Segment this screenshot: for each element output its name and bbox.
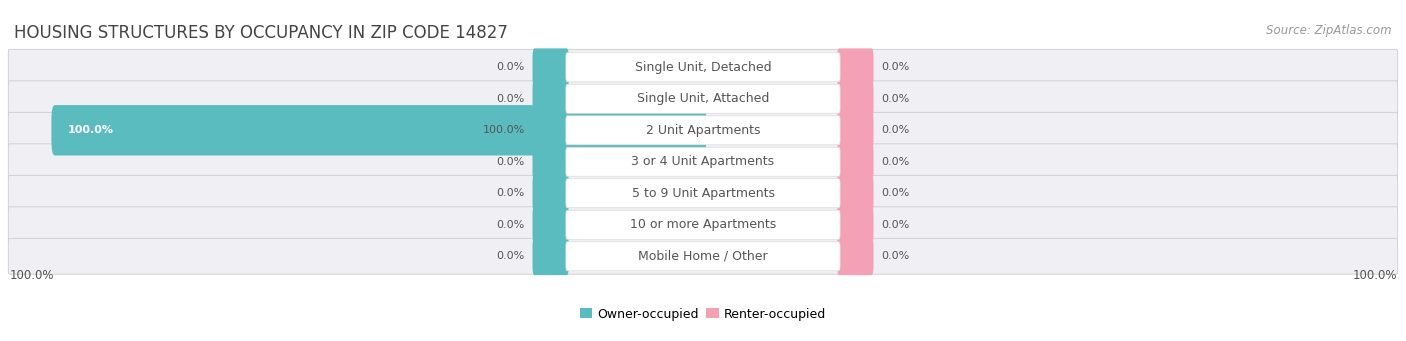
FancyBboxPatch shape bbox=[533, 206, 569, 244]
FancyBboxPatch shape bbox=[837, 237, 873, 275]
FancyBboxPatch shape bbox=[565, 210, 841, 239]
Text: Mobile Home / Other: Mobile Home / Other bbox=[638, 250, 768, 263]
FancyBboxPatch shape bbox=[565, 53, 841, 82]
FancyBboxPatch shape bbox=[837, 48, 873, 86]
FancyBboxPatch shape bbox=[533, 237, 569, 275]
Text: 0.0%: 0.0% bbox=[496, 251, 524, 261]
Text: 100.0%: 100.0% bbox=[482, 125, 524, 135]
FancyBboxPatch shape bbox=[837, 206, 873, 244]
FancyBboxPatch shape bbox=[533, 174, 569, 212]
Text: 10 or more Apartments: 10 or more Apartments bbox=[630, 218, 776, 231]
Text: 100.0%: 100.0% bbox=[10, 269, 53, 282]
FancyBboxPatch shape bbox=[837, 112, 873, 149]
Text: 5 to 9 Unit Apartments: 5 to 9 Unit Apartments bbox=[631, 187, 775, 200]
Text: 100.0%: 100.0% bbox=[1353, 269, 1396, 282]
FancyBboxPatch shape bbox=[565, 84, 841, 113]
FancyBboxPatch shape bbox=[8, 175, 1398, 211]
Text: 0.0%: 0.0% bbox=[882, 220, 910, 230]
Text: 0.0%: 0.0% bbox=[882, 157, 910, 167]
FancyBboxPatch shape bbox=[8, 238, 1398, 274]
FancyBboxPatch shape bbox=[533, 48, 569, 86]
Text: 0.0%: 0.0% bbox=[496, 157, 524, 167]
FancyBboxPatch shape bbox=[837, 80, 873, 118]
Text: 0.0%: 0.0% bbox=[882, 62, 910, 72]
FancyBboxPatch shape bbox=[837, 143, 873, 181]
Text: 0.0%: 0.0% bbox=[496, 62, 524, 72]
FancyBboxPatch shape bbox=[565, 242, 841, 271]
FancyBboxPatch shape bbox=[8, 112, 1398, 148]
Text: 0.0%: 0.0% bbox=[882, 94, 910, 104]
Text: 0.0%: 0.0% bbox=[496, 188, 524, 198]
Legend: Owner-occupied, Renter-occupied: Owner-occupied, Renter-occupied bbox=[575, 302, 831, 326]
FancyBboxPatch shape bbox=[565, 147, 841, 176]
Text: 0.0%: 0.0% bbox=[882, 125, 910, 135]
Text: Single Unit, Detached: Single Unit, Detached bbox=[634, 61, 772, 74]
Text: HOUSING STRUCTURES BY OCCUPANCY IN ZIP CODE 14827: HOUSING STRUCTURES BY OCCUPANCY IN ZIP C… bbox=[14, 24, 508, 42]
FancyBboxPatch shape bbox=[837, 174, 873, 212]
Text: 0.0%: 0.0% bbox=[496, 220, 524, 230]
FancyBboxPatch shape bbox=[8, 207, 1398, 243]
Text: 2 Unit Apartments: 2 Unit Apartments bbox=[645, 124, 761, 137]
Text: Single Unit, Attached: Single Unit, Attached bbox=[637, 92, 769, 105]
FancyBboxPatch shape bbox=[8, 144, 1398, 180]
Text: 0.0%: 0.0% bbox=[882, 251, 910, 261]
Text: 0.0%: 0.0% bbox=[882, 188, 910, 198]
FancyBboxPatch shape bbox=[565, 116, 841, 145]
FancyBboxPatch shape bbox=[565, 179, 841, 208]
Text: 0.0%: 0.0% bbox=[496, 94, 524, 104]
Text: 100.0%: 100.0% bbox=[67, 125, 114, 135]
Text: 3 or 4 Unit Apartments: 3 or 4 Unit Apartments bbox=[631, 155, 775, 168]
FancyBboxPatch shape bbox=[8, 49, 1398, 85]
FancyBboxPatch shape bbox=[533, 80, 569, 118]
Text: Source: ZipAtlas.com: Source: ZipAtlas.com bbox=[1267, 24, 1392, 37]
FancyBboxPatch shape bbox=[52, 105, 706, 155]
FancyBboxPatch shape bbox=[533, 143, 569, 181]
FancyBboxPatch shape bbox=[8, 81, 1398, 117]
